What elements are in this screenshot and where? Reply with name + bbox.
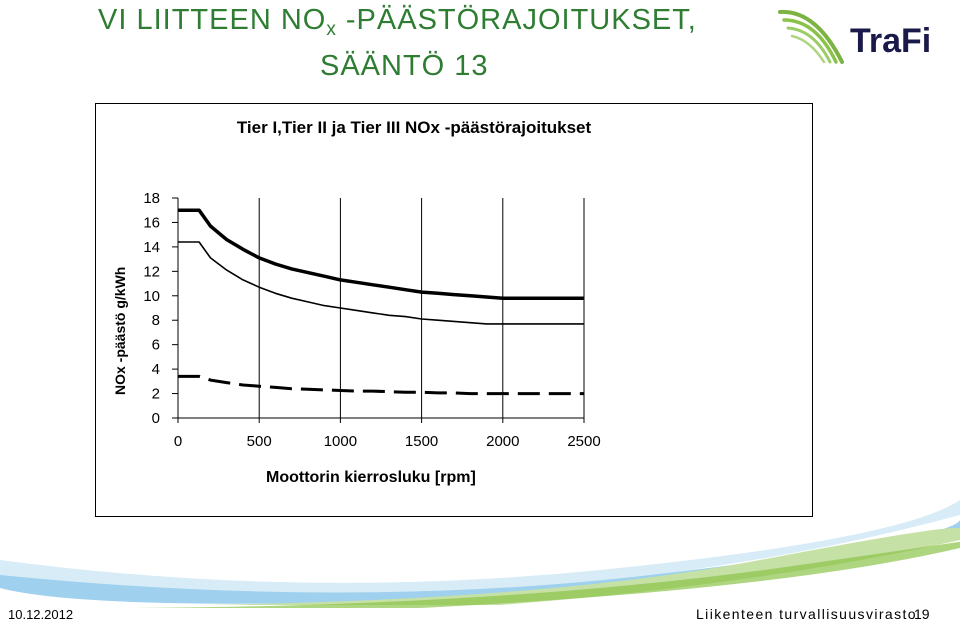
chart-title: Tier I,Tier II ja Tier III NOx -päästöra…	[236, 118, 592, 137]
y-tick-label-6: 6	[152, 337, 160, 354]
series-line-2	[178, 241, 584, 325]
chart-frame: Tier I,Tier II ja Tier III NOx -päästöra…	[95, 103, 813, 517]
footer-date: 10.12.2012	[8, 607, 74, 622]
slide-title-rest: -PÄÄSTÖRAJOITUKSET,	[336, 4, 697, 36]
footer-page-number: 19	[914, 606, 930, 622]
series-line-1	[178, 208, 584, 300]
slide-title-main: VI LIITTEEN NO	[98, 4, 327, 36]
x-tick-label-500: 500	[247, 433, 272, 450]
x-tick-label-2500: 2500	[567, 433, 600, 450]
y-tick-label-10: 10	[143, 288, 160, 305]
x-axis-label: Moottorin kierrosluku [rpm]	[266, 469, 476, 486]
slide-title-line2: SÄÄNTÖ 13	[320, 50, 489, 82]
series-line-3	[178, 374, 584, 396]
trafi-logo: TraFi	[778, 9, 931, 64]
y-tick-label-14: 14	[143, 239, 160, 256]
y-tick-label-2: 2	[152, 386, 160, 403]
slide-title-subscript: x	[326, 19, 337, 40]
y-tick-label-8: 8	[152, 312, 160, 329]
y-tick-label-0: 0	[152, 410, 160, 427]
y-tick-label-12: 12	[143, 263, 160, 280]
y-tick-label-18: 18	[143, 190, 160, 207]
x-tick-label-1000: 1000	[324, 433, 357, 450]
y-axis-label: NOx -päästö g/kWh	[112, 266, 128, 395]
logo-swoosh-icon	[778, 9, 844, 64]
logo-text: TraFi	[850, 22, 931, 60]
y-tick-label-4: 4	[152, 361, 160, 378]
y-tick-label-16: 16	[143, 214, 160, 231]
x-tick-label-1500: 1500	[405, 433, 438, 450]
footer-organization: Liikenteen turvallisuusvirasto	[696, 606, 917, 622]
footer-swoosh-decoration	[0, 500, 960, 608]
slide-title: VI LIITTEEN NOx -PÄÄSTÖRAJOITUKSET, SÄÄN…	[98, 2, 738, 84]
x-tick-label-2000: 2000	[486, 433, 519, 450]
x-tick-label-0: 0	[174, 433, 182, 450]
